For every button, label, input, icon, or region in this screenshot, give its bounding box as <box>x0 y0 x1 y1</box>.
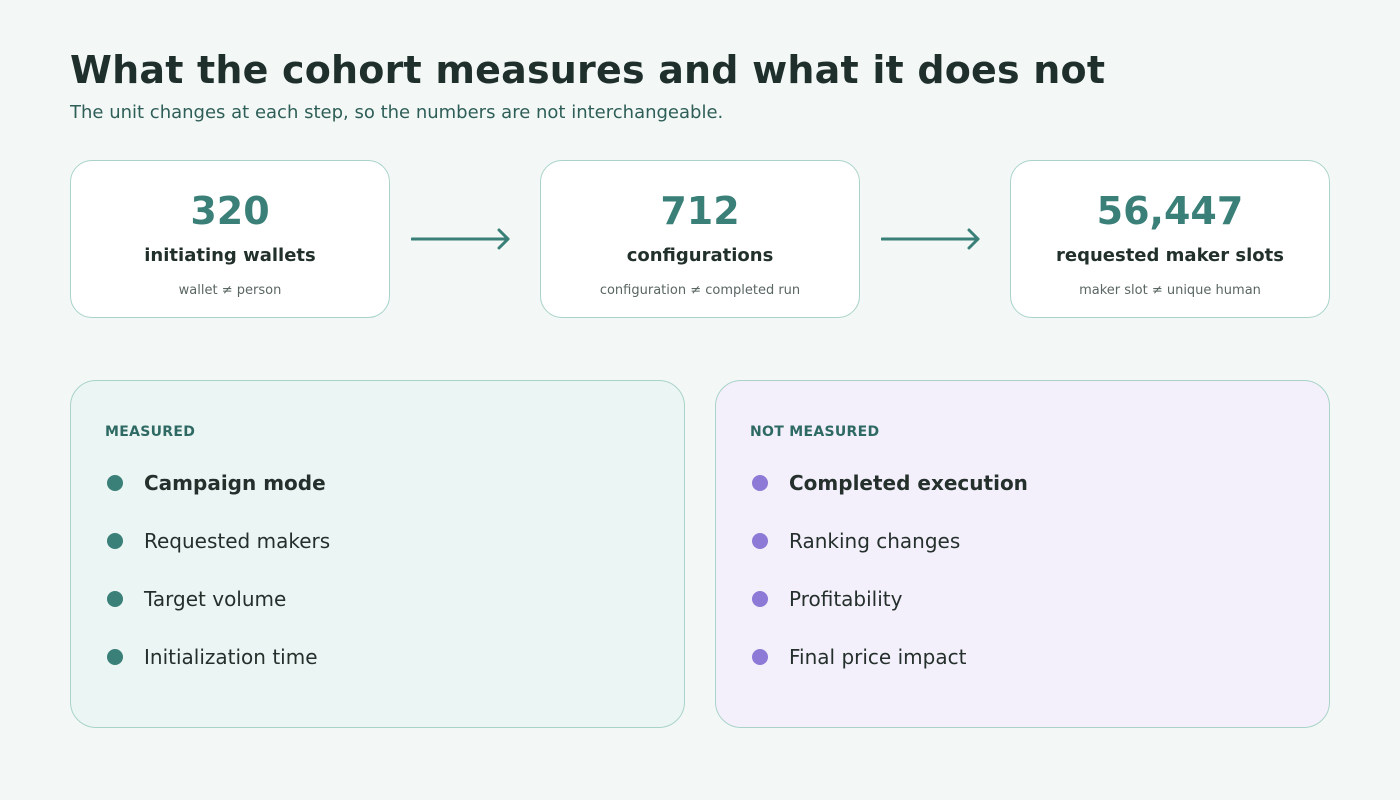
list-item: Completed execution <box>752 468 1028 498</box>
list-item-label: Ranking changes <box>789 529 961 553</box>
bullet-dot-icon <box>752 591 768 607</box>
stat-note: wallet ≠ person <box>178 283 282 298</box>
list-item: Requested makers <box>107 526 330 556</box>
list-item-label: Completed execution <box>789 471 1028 495</box>
list-item: Initialization time <box>107 642 318 672</box>
bullet-dot-icon <box>752 649 768 665</box>
bullet-dot-icon <box>107 475 123 491</box>
bullet-dot-icon <box>107 533 123 549</box>
stat-card-wallets: 320 initiating wallets wallet ≠ person <box>70 160 390 318</box>
list-item-label: Profitability <box>789 587 903 611</box>
stat-label: requested maker slots <box>1056 245 1284 266</box>
panel-heading: MEASURED <box>105 424 196 440</box>
stat-note: configuration ≠ completed run <box>599 283 801 298</box>
list-item: Profitability <box>752 584 902 614</box>
bullet-dot-icon <box>107 649 123 665</box>
list-item-label: Target volume <box>144 587 287 611</box>
not-measured-panel: NOT MEASURED Completed execution Ranking… <box>715 380 1330 728</box>
stat-card-maker-slots: 56,447 requested maker slots maker slot … <box>1010 160 1330 318</box>
arrow-right-icon <box>881 228 980 250</box>
list-item: Final price impact <box>752 642 966 672</box>
list-item-label: Initialization time <box>144 645 318 669</box>
list-item: Campaign mode <box>107 468 326 498</box>
bullet-dot-icon <box>107 591 123 607</box>
measured-panel: MEASURED Campaign mode Requested makers … <box>70 380 685 728</box>
stat-card-configurations: 712 configurations configuration ≠ compl… <box>540 160 860 318</box>
list-item-label: Campaign mode <box>144 471 326 495</box>
stat-value: 320 <box>190 189 270 233</box>
stat-label: initiating wallets <box>144 245 316 266</box>
bullet-dot-icon <box>752 475 768 491</box>
stat-label: configurations <box>626 245 774 266</box>
stat-value: 56,447 <box>1096 189 1244 233</box>
panel-heading: NOT MEASURED <box>750 424 880 440</box>
bullet-dot-icon <box>752 533 768 549</box>
stat-note: maker slot ≠ unique human <box>1079 283 1261 298</box>
page-title: What the cohort measures and what it doe… <box>70 48 1106 92</box>
list-item: Target volume <box>107 584 286 614</box>
list-item-label: Final price impact <box>789 645 967 669</box>
list-item: Ranking changes <box>752 526 960 556</box>
list-item-label: Requested makers <box>144 529 331 553</box>
arrow-right-icon <box>411 228 510 250</box>
stat-value: 712 <box>660 189 740 233</box>
page-subtitle: The unit changes at each step, so the nu… <box>70 102 724 123</box>
